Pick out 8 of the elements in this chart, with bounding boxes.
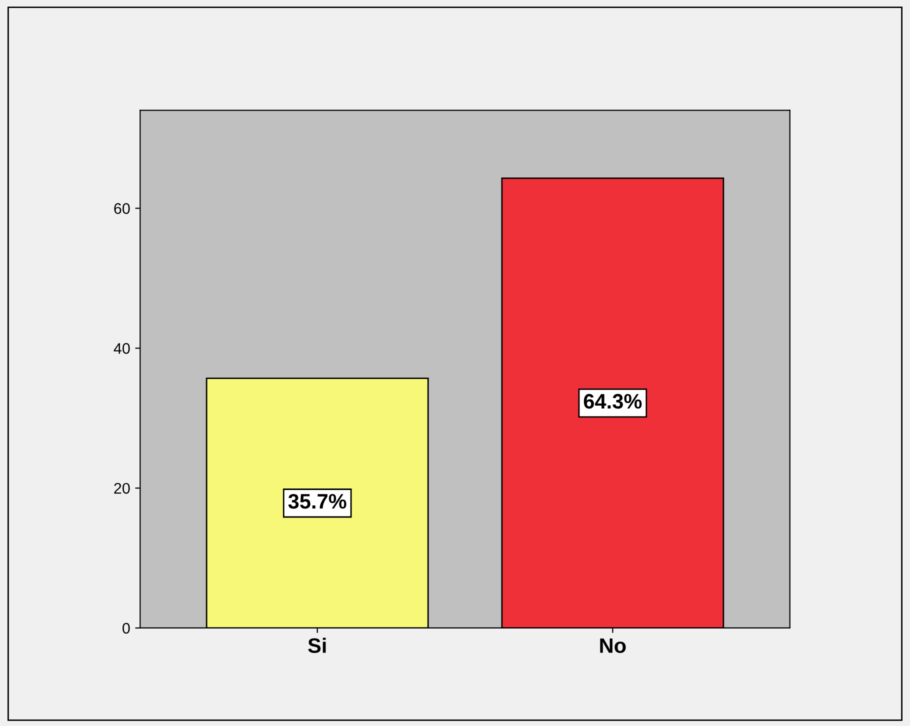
y-tick-label: 20 <box>114 482 130 494</box>
y-tick-label: 40 <box>114 343 130 354</box>
y-tick-label: 60 <box>114 203 130 214</box>
y-tick-label: 0 <box>122 622 130 634</box>
x-tick-label: No <box>600 638 626 654</box>
data-label: 35.7% <box>288 494 346 509</box>
data-label: 64.3% <box>584 394 642 409</box>
x-tick-label: Si <box>308 638 326 654</box>
